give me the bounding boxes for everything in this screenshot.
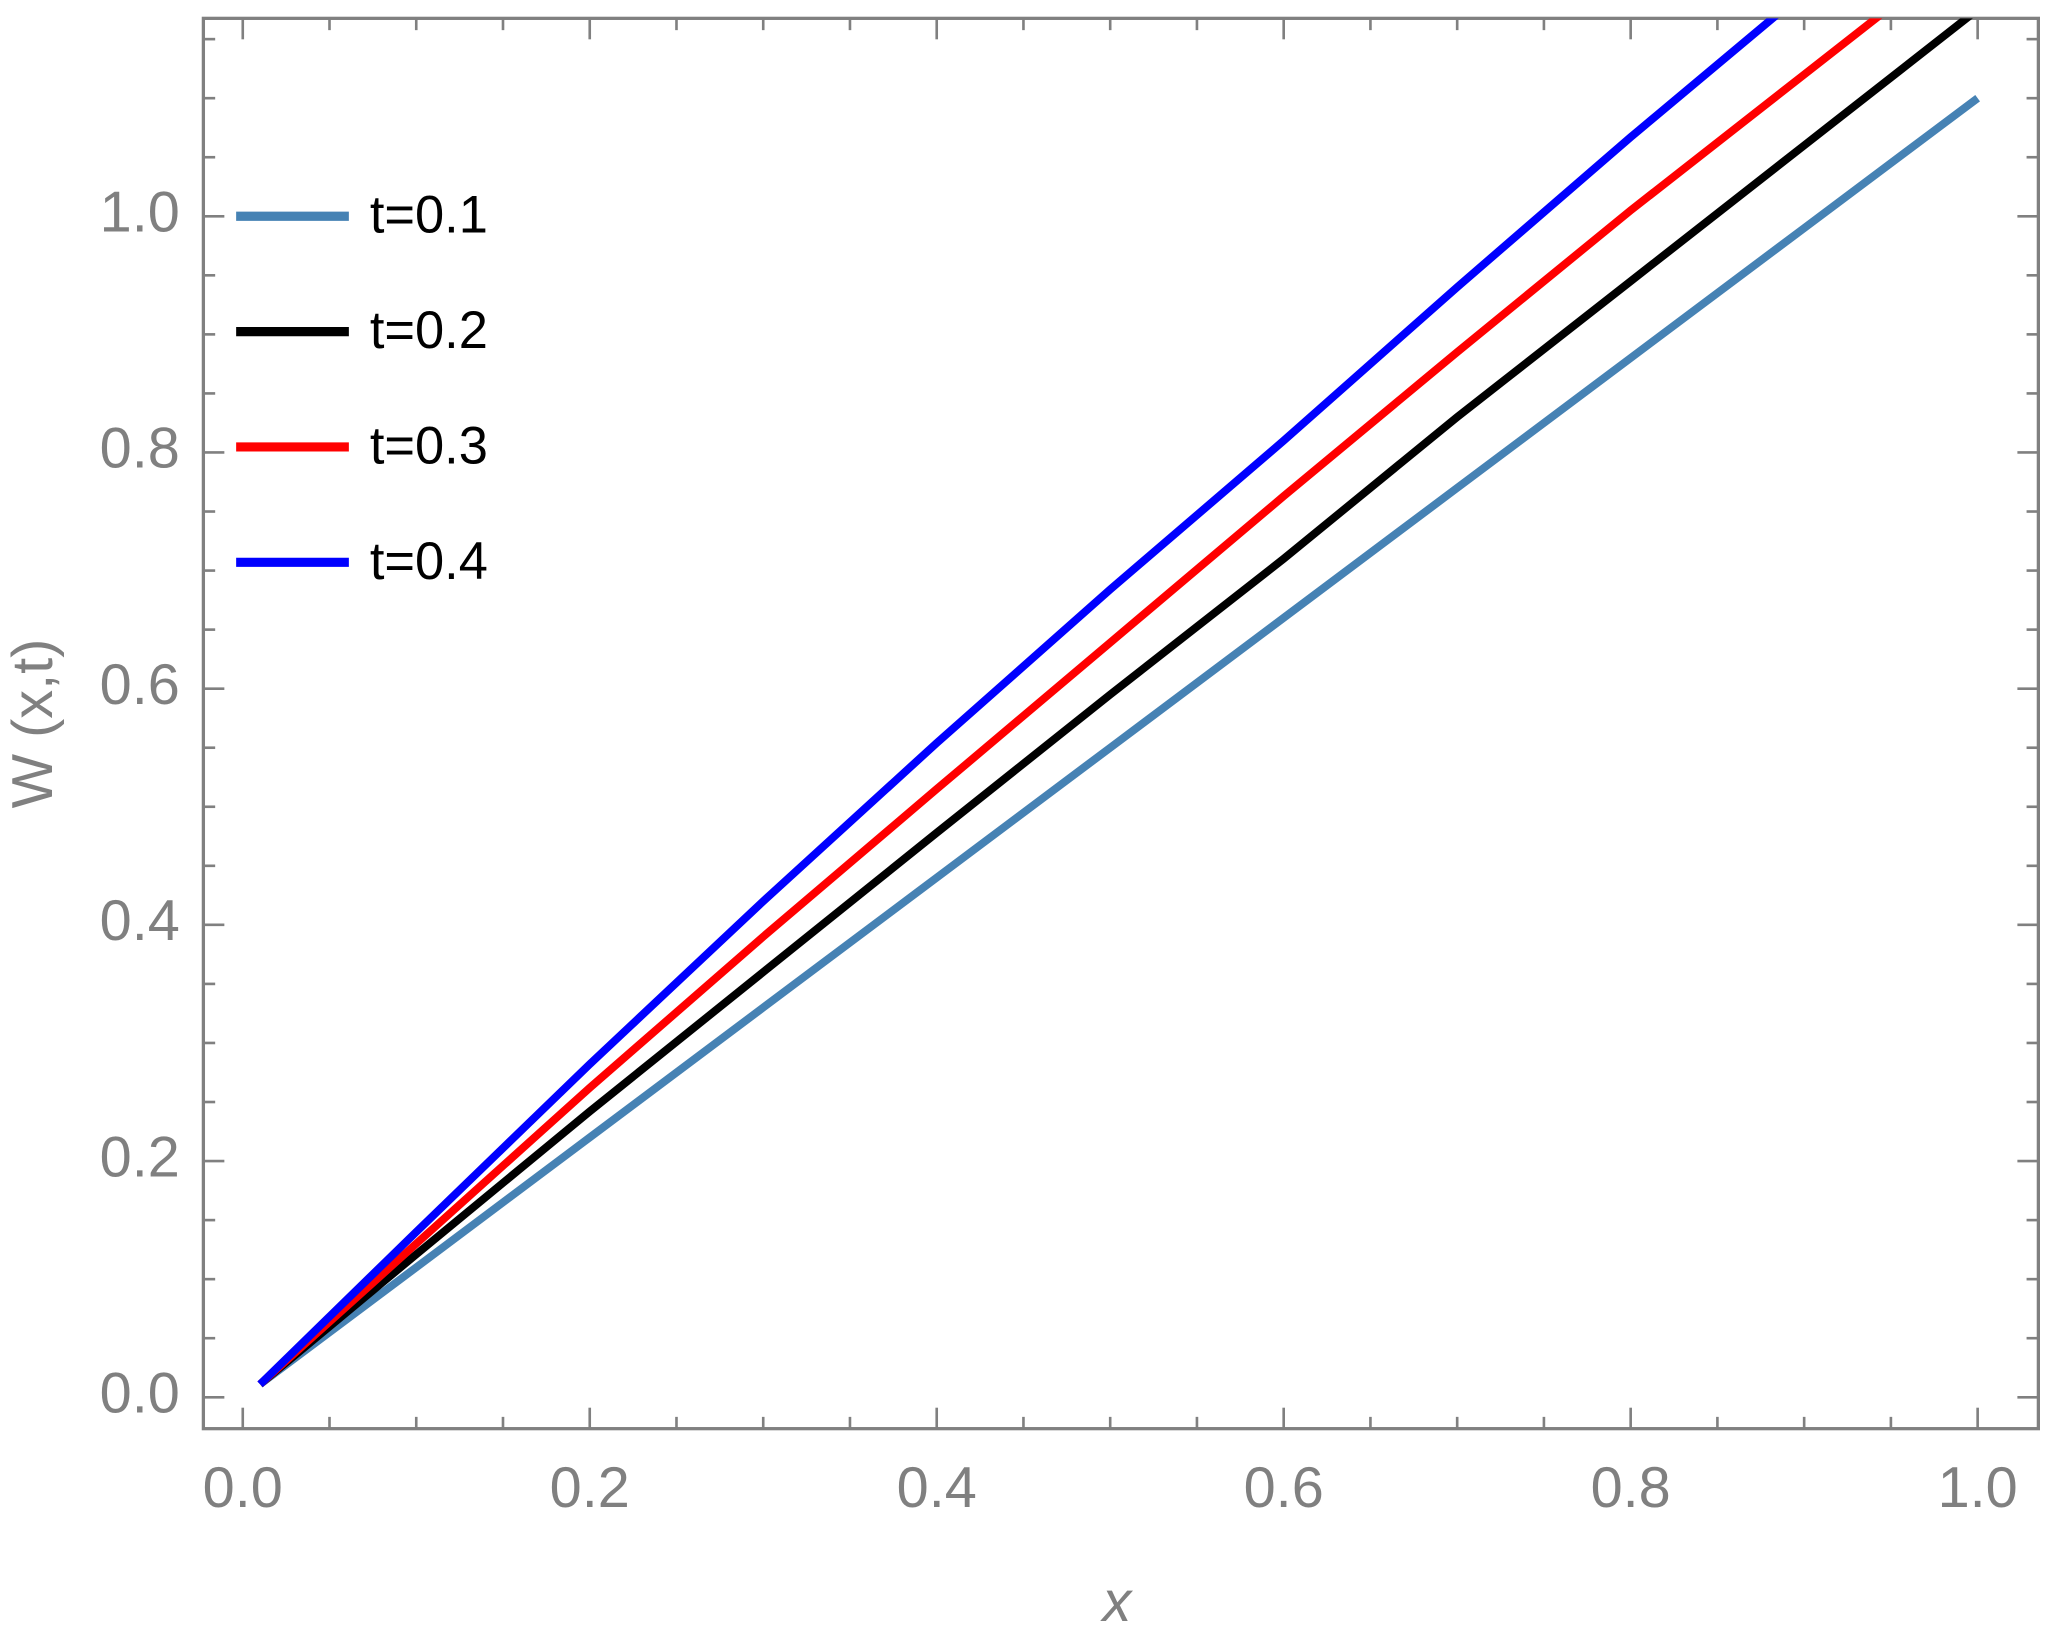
lines bbox=[257, 18, 1980, 1388]
x-tick-label: 0.4 bbox=[897, 1456, 977, 1520]
legend-label: t=0.2 bbox=[370, 302, 488, 360]
y-tick-label: 0.6 bbox=[100, 653, 180, 717]
y-tick-label: 0.2 bbox=[100, 1125, 180, 1189]
x-tick-label: 0.2 bbox=[550, 1456, 630, 1520]
legend-label: t=0.4 bbox=[370, 533, 488, 591]
series-line bbox=[257, 18, 1779, 1388]
plot-frame bbox=[201, 16, 2041, 1431]
legend: t=0.1 t=0.2 t=0.3 t=0.4 bbox=[236, 187, 488, 591]
y-tick-label: 1.0 bbox=[100, 181, 180, 245]
series-line bbox=[257, 18, 1973, 1388]
x-tick-label: 1.0 bbox=[1938, 1456, 2018, 1520]
legend-label: t=0.1 bbox=[370, 187, 488, 245]
x-tick-label: 0.0 bbox=[203, 1456, 283, 1520]
ticks: 0.0 0.2 0.4 0.6 0.8 1.0 0.0 0.2 0.4 0.6 0.8 1.0 bbox=[100, 18, 2039, 1520]
y-tick-label: 0.0 bbox=[100, 1361, 180, 1425]
x-axis-label: x bbox=[1100, 1570, 1134, 1634]
y-axis-label: W (x,t) bbox=[1, 639, 65, 809]
x-tick-label: 0.8 bbox=[1591, 1456, 1671, 1520]
x-tick-label: 0.6 bbox=[1244, 1456, 1324, 1520]
y-tick-label: 0.8 bbox=[100, 417, 180, 481]
legend-label: t=0.3 bbox=[370, 417, 488, 475]
series-line bbox=[257, 95, 1980, 1388]
series-line bbox=[257, 18, 1883, 1388]
y-tick-label: 0.4 bbox=[100, 889, 180, 953]
